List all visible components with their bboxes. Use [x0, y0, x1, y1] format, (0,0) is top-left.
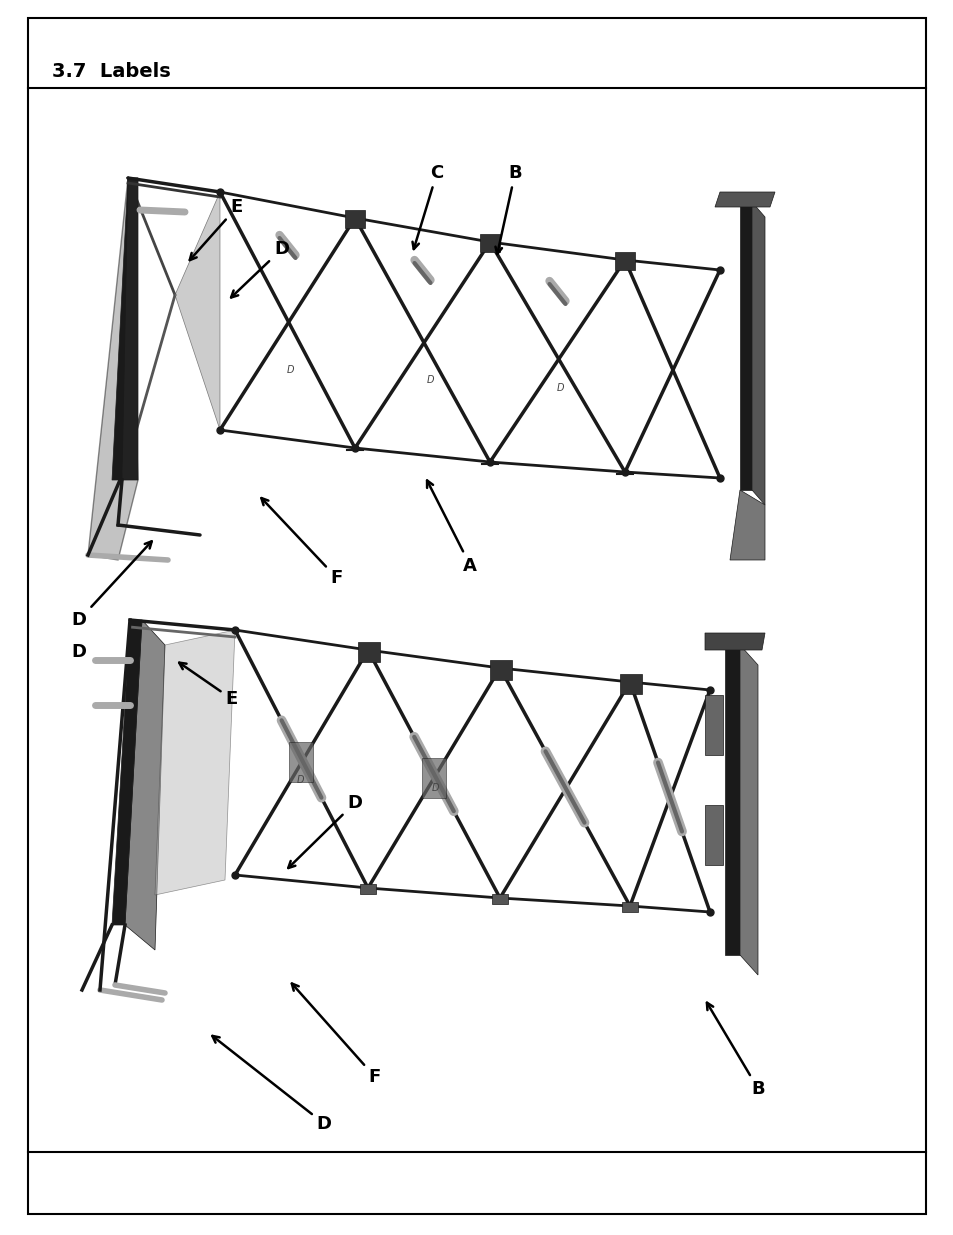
Polygon shape: [724, 645, 740, 955]
Bar: [619, 674, 641, 694]
Polygon shape: [174, 191, 220, 430]
Text: F: F: [292, 983, 380, 1086]
Polygon shape: [154, 630, 234, 895]
Text: B: B: [495, 164, 521, 254]
Text: D: D: [231, 241, 289, 298]
Text: 3.7  Labels: 3.7 Labels: [52, 62, 171, 82]
Polygon shape: [88, 178, 138, 559]
Polygon shape: [289, 742, 314, 783]
Text: E: E: [179, 663, 237, 708]
Text: D: D: [71, 643, 87, 661]
Text: D: D: [288, 794, 362, 868]
Polygon shape: [714, 191, 774, 207]
Text: D: D: [71, 541, 152, 629]
Bar: [615, 252, 635, 270]
Bar: [479, 233, 499, 252]
Bar: [492, 894, 507, 904]
Text: D: D: [431, 783, 438, 793]
Polygon shape: [122, 178, 138, 480]
Text: F: F: [261, 498, 342, 587]
Text: D: D: [286, 366, 294, 375]
Text: D: D: [426, 375, 434, 385]
Text: A: A: [427, 480, 476, 574]
Text: D: D: [556, 383, 563, 393]
Bar: [490, 659, 512, 680]
Bar: [704, 695, 722, 755]
Polygon shape: [740, 645, 758, 974]
Polygon shape: [125, 620, 165, 950]
Polygon shape: [112, 620, 142, 925]
Text: B: B: [706, 1003, 764, 1098]
Text: D: D: [296, 776, 303, 785]
Bar: [621, 902, 638, 911]
Bar: [359, 884, 375, 894]
Bar: [704, 805, 722, 864]
Text: D: D: [213, 1036, 332, 1132]
Polygon shape: [112, 178, 138, 480]
Text: E: E: [190, 199, 242, 261]
Polygon shape: [740, 203, 751, 490]
Polygon shape: [751, 203, 764, 505]
Bar: [357, 642, 379, 662]
Polygon shape: [729, 490, 764, 559]
Text: C: C: [412, 164, 443, 249]
Polygon shape: [421, 758, 446, 798]
Bar: [345, 210, 365, 228]
Polygon shape: [704, 634, 764, 650]
